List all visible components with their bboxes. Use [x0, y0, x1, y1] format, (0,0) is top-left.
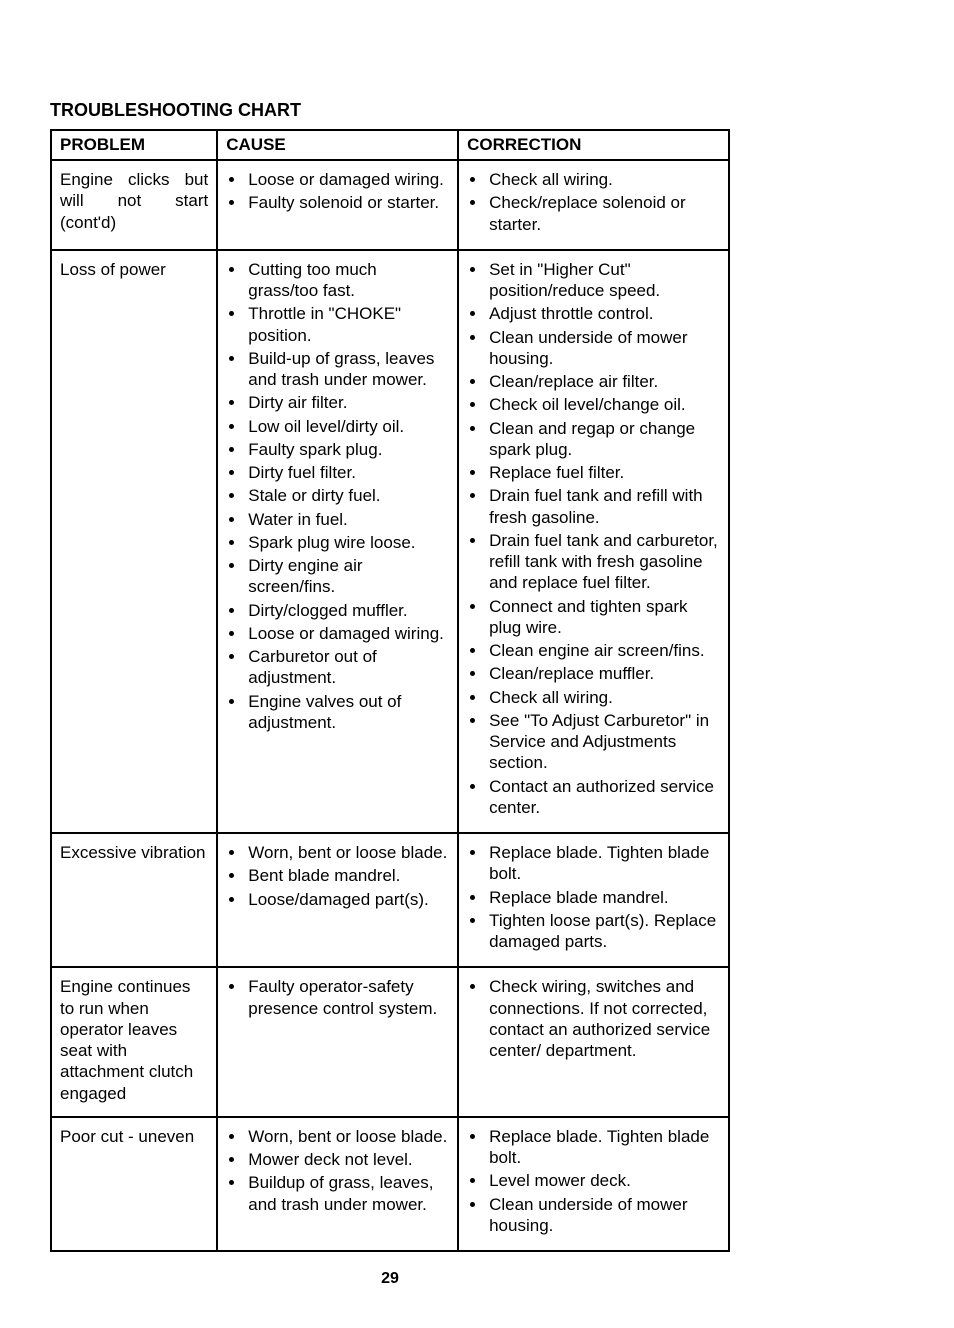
correction-item: Check/replace solenoid or starter. — [487, 192, 720, 235]
table-row: Engine continues to run when operator le… — [51, 967, 729, 1117]
problem-cell: Poor cut - uneven — [51, 1117, 217, 1251]
cause-item: Throttle in "CHOKE" position. — [246, 303, 449, 346]
cause-item: Faulty spark plug. — [246, 439, 449, 460]
correction-item: Check oil level/change oil. — [487, 394, 720, 415]
cause-item: Cutting too much grass/too fast. — [246, 259, 449, 302]
cause-item: Worn, bent or loose blade. — [246, 842, 449, 863]
correction-cell: Set in "Higher Cut" position/reduce spee… — [458, 250, 729, 833]
chart-title: TROUBLESHOOTING CHART — [50, 100, 904, 121]
correction-item: Replace blade. Tighten blade bolt. — [487, 842, 720, 885]
cause-item: Spark plug wire loose. — [246, 532, 449, 553]
correction-item: Replace blade mandrel. — [487, 887, 720, 908]
cause-item: Mower deck not level. — [246, 1149, 449, 1170]
correction-item: Adjust throttle control. — [487, 303, 720, 324]
cause-item: Bent blade mandrel. — [246, 865, 449, 886]
header-cause: CAUSE — [217, 130, 458, 160]
correction-item: Tighten loose part(s). Replace damaged p… — [487, 910, 720, 953]
correction-cell: Replace blade. Tighten blade bolt.Level … — [458, 1117, 729, 1251]
correction-item: Clean underside of mower housing. — [487, 327, 720, 370]
cause-item: Low oil level/dirty oil. — [246, 416, 449, 437]
correction-item: Check wiring, switches and connections. … — [487, 976, 720, 1061]
correction-item: Check all wiring. — [487, 687, 720, 708]
correction-item: Replace blade. Tighten blade bolt. — [487, 1126, 720, 1169]
cause-item: Build-up of grass, leaves and trash unde… — [246, 348, 449, 391]
cause-cell: Faulty operator-safety presence control … — [217, 967, 458, 1117]
cause-item: Engine valves out of adjustment. — [246, 691, 449, 734]
cause-item: Carburetor out of adjustment. — [246, 646, 449, 689]
correction-item: Clean/replace air filter. — [487, 371, 720, 392]
table-row: Engine clicks but will not start (cont'd… — [51, 160, 729, 250]
correction-cell: Replace blade. Tighten blade bolt.Replac… — [458, 833, 729, 967]
table-row: Excessive vibrationWorn, bent or loose b… — [51, 833, 729, 967]
correction-item: Connect and tighten spark plug wire. — [487, 596, 720, 639]
correction-item: Clean engine air screen/fins. — [487, 640, 720, 661]
problem-cell: Engine clicks but will not start (cont'd… — [51, 160, 217, 250]
correction-cell: Check all wiring.Check/replace solenoid … — [458, 160, 729, 250]
cause-item: Dirty fuel filter. — [246, 462, 449, 483]
correction-item: Clean and regap or change spark plug. — [487, 418, 720, 461]
cause-item: Faulty operator-safety presence control … — [246, 976, 449, 1019]
cause-item: Dirty/clogged muffler. — [246, 600, 449, 621]
correction-item: Level mower deck. — [487, 1170, 720, 1191]
problem-cell: Loss of power — [51, 250, 217, 833]
troubleshooting-table: PROBLEM CAUSE CORRECTION Engine clicks b… — [50, 129, 730, 1252]
header-problem: PROBLEM — [51, 130, 217, 160]
cause-item: Faulty solenoid or starter. — [246, 192, 449, 213]
problem-cell: Engine continues to run when operator le… — [51, 967, 217, 1117]
correction-item: Contact an authorized service center. — [487, 776, 720, 819]
correction-cell: Check wiring, switches and connections. … — [458, 967, 729, 1117]
cause-item: Dirty engine air screen/fins. — [246, 555, 449, 598]
cause-item: Loose/damaged part(s). — [246, 889, 449, 910]
correction-item: See "To Adjust Carburetor" in Service an… — [487, 710, 720, 774]
cause-item: Loose or damaged wiring. — [246, 169, 449, 190]
cause-cell: Worn, bent or loose blade.Bent blade man… — [217, 833, 458, 967]
cause-item: Loose or damaged wiring. — [246, 623, 449, 644]
correction-item: Check all wiring. — [487, 169, 720, 190]
correction-item: Clean/replace muffler. — [487, 663, 720, 684]
cause-cell: Worn, bent or loose blade.Mower deck not… — [217, 1117, 458, 1251]
correction-item: Replace fuel filter. — [487, 462, 720, 483]
cause-item: Buildup of grass, leaves, and trash unde… — [246, 1172, 449, 1215]
header-correction: CORRECTION — [458, 130, 729, 160]
correction-item: Drain fuel tank and refill with fresh ga… — [487, 485, 720, 528]
page-number: 29 — [50, 1270, 730, 1288]
table-row: Loss of powerCutting too much grass/too … — [51, 250, 729, 833]
cause-cell: Cutting too much grass/too fast.Throttle… — [217, 250, 458, 833]
correction-item: Drain fuel tank and carburetor, refill t… — [487, 530, 720, 594]
cause-item: Water in fuel. — [246, 509, 449, 530]
correction-item: Clean underside of mower housing. — [487, 1194, 720, 1237]
table-row: Poor cut - unevenWorn, bent or loose bla… — [51, 1117, 729, 1251]
cause-cell: Loose or damaged wiring.Faulty solenoid … — [217, 160, 458, 250]
problem-cell: Excessive vibration — [51, 833, 217, 967]
cause-item: Stale or dirty fuel. — [246, 485, 449, 506]
cause-item: Worn, bent or loose blade. — [246, 1126, 449, 1147]
cause-item: Dirty air filter. — [246, 392, 449, 413]
correction-item: Set in "Higher Cut" position/reduce spee… — [487, 259, 720, 302]
